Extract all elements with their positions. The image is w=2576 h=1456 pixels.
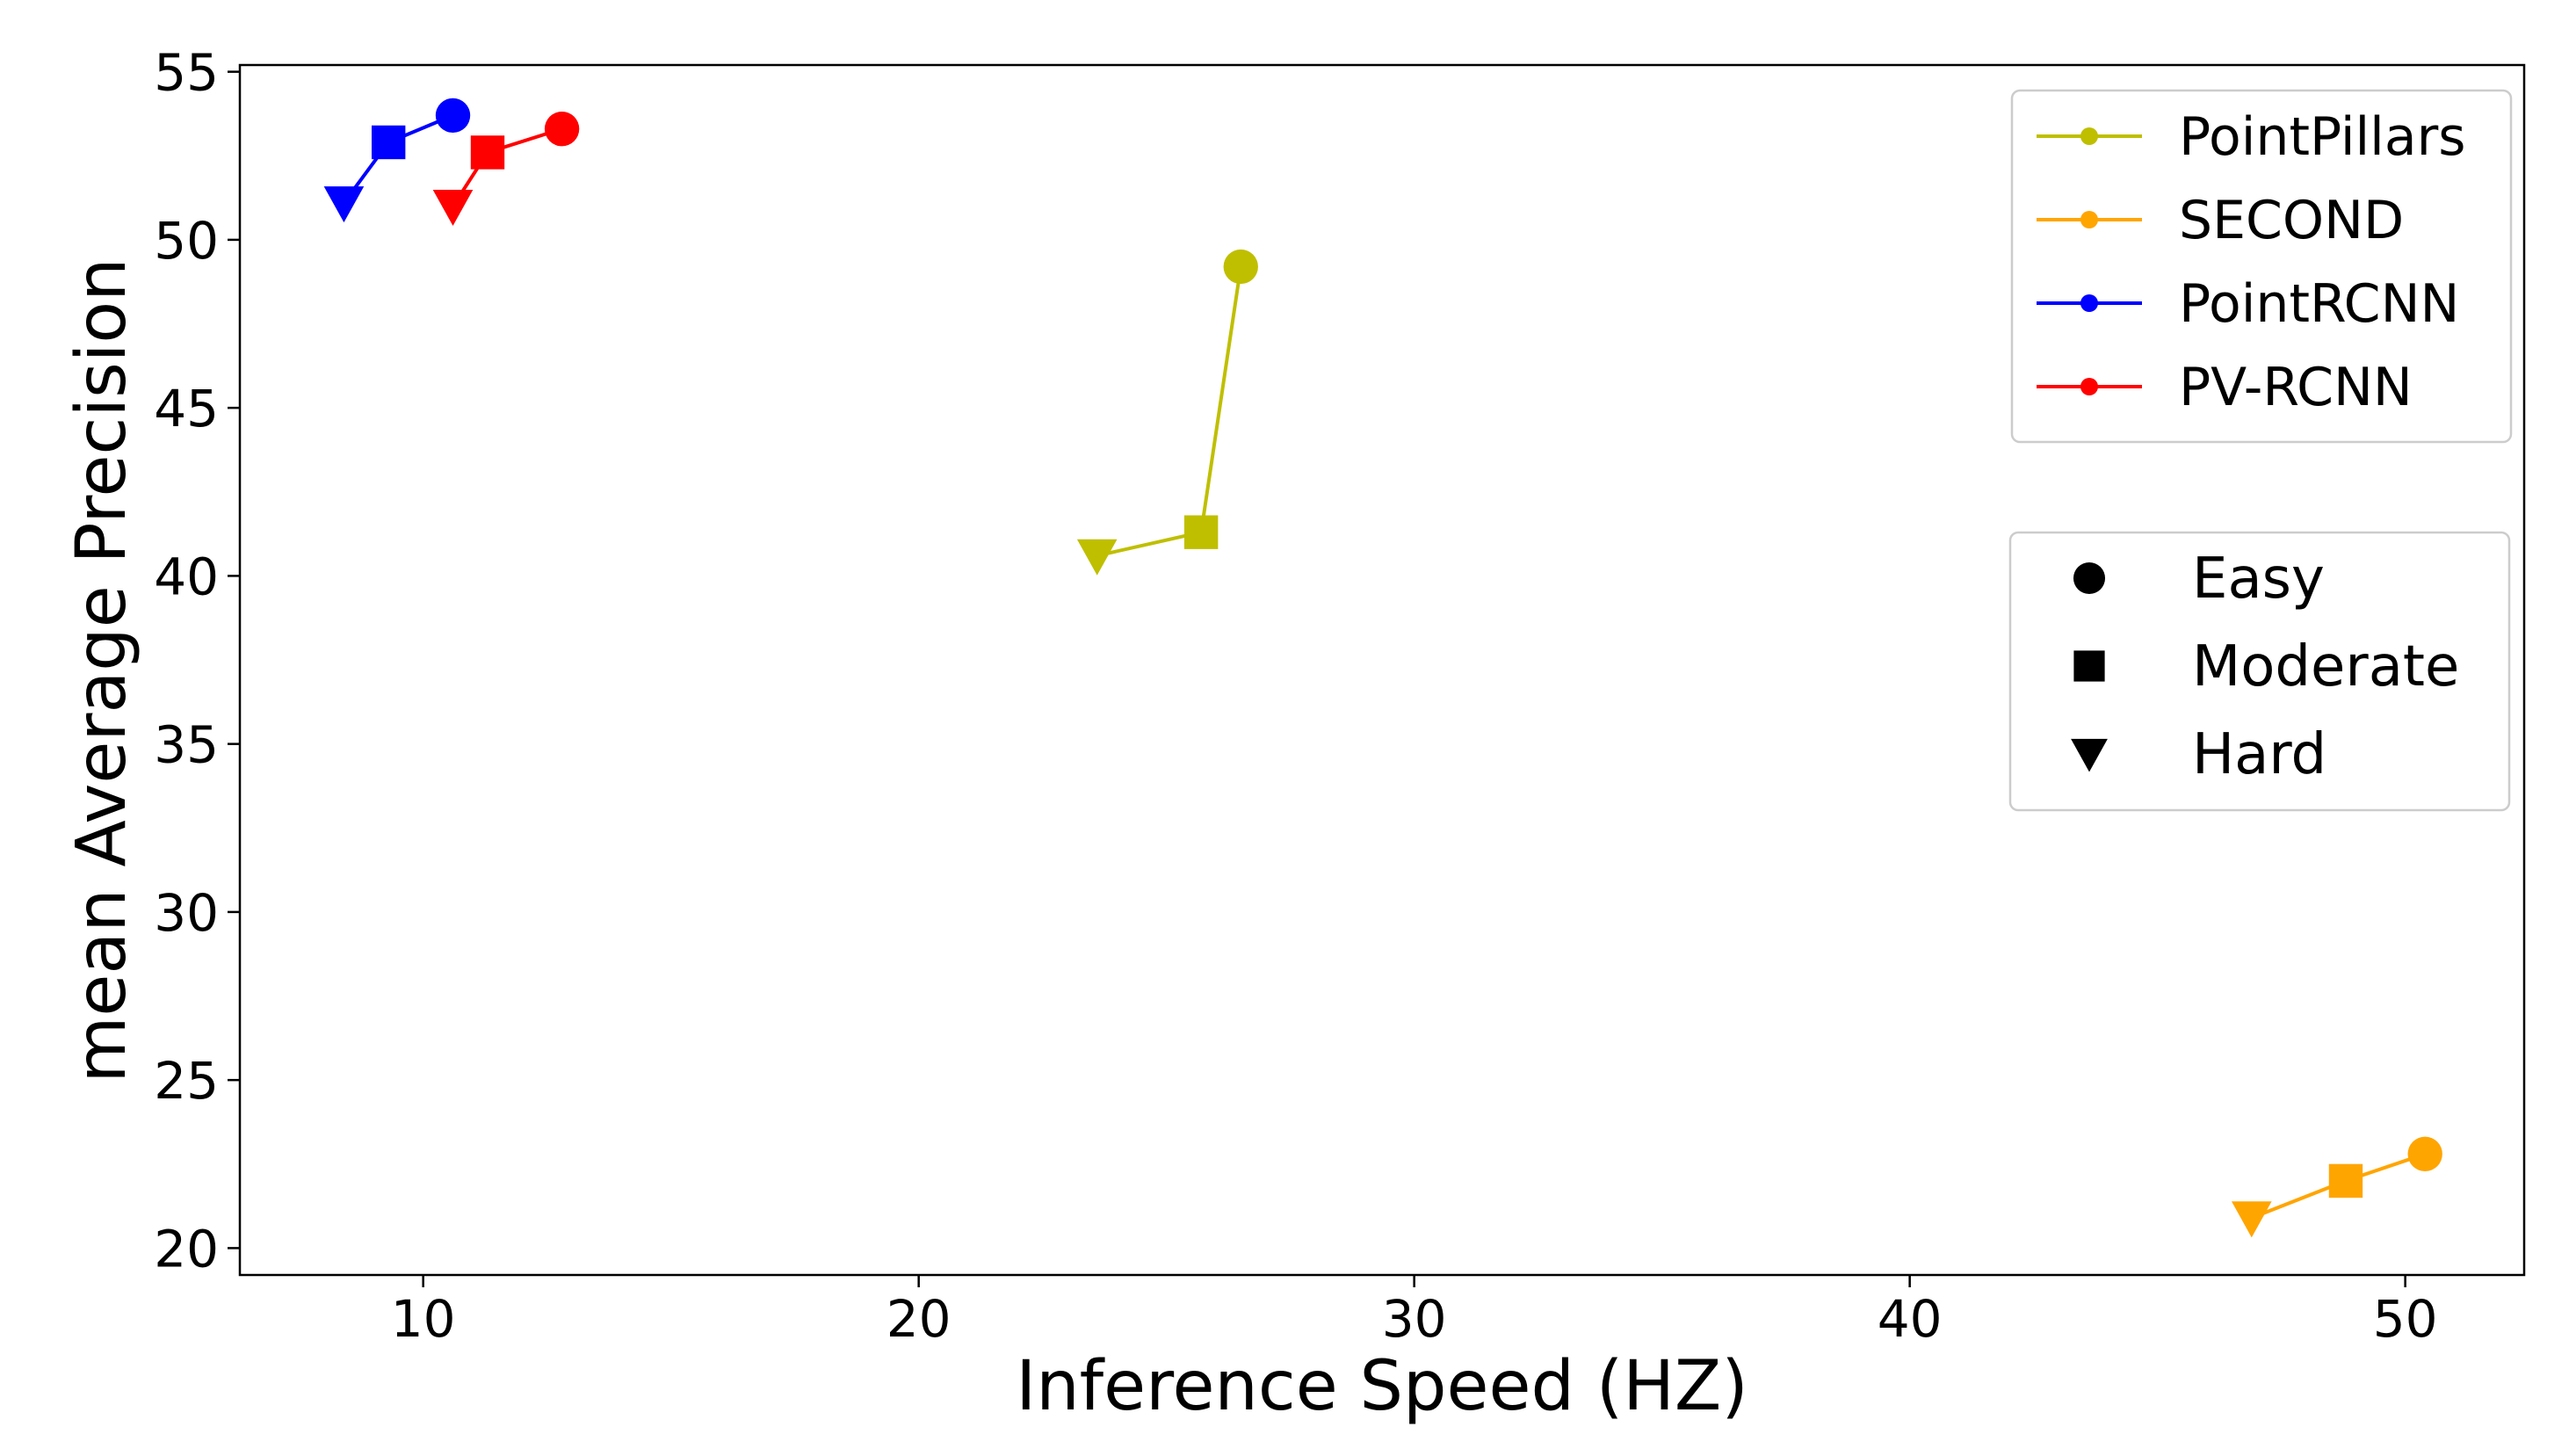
series-legend-frame — [2010, 89, 2513, 444]
data-point-moderate — [1183, 515, 1219, 549]
data-point-easy — [435, 98, 471, 134]
legend-item-pv-rcnn: PV-RCNN — [2037, 357, 2413, 418]
data-point-easy — [544, 111, 580, 147]
legend-label: Moderate — [2192, 634, 2459, 699]
series-pointpillars — [1076, 249, 1258, 576]
y-tick-label: 55 — [154, 43, 219, 103]
y-tick-label: 45 — [154, 379, 219, 438]
x-tick-label: 10 — [391, 1289, 456, 1349]
plot-marks — [323, 98, 2442, 1238]
data-point-easy — [2407, 1136, 2442, 1171]
legend-item-easy: Easy — [2073, 547, 2325, 612]
data-point-easy — [1223, 249, 1258, 285]
series-legend: PointPillars SECOND PointRCNN PV-RCNN — [2010, 89, 2513, 444]
legend-label: PV-RCNN — [2179, 357, 2413, 418]
x-tick-label: 30 — [1382, 1289, 1447, 1349]
x-axis-label: Inference Speed (HZ) — [1016, 1347, 1748, 1426]
legend-marker-hard — [2071, 738, 2108, 772]
data-point-hard — [432, 189, 474, 226]
y-tick-label: 20 — [154, 1219, 219, 1279]
data-point-moderate — [470, 135, 505, 170]
legend-item-pointpillars: PointPillars — [2037, 106, 2466, 168]
legend-label: SECOND — [2179, 190, 2404, 251]
y-tick-label: 35 — [154, 715, 219, 775]
legend-dot-swatch — [2080, 211, 2098, 228]
plot-frame — [238, 63, 2526, 1277]
data-point-hard — [1076, 539, 1118, 576]
y-tick-label: 30 — [154, 883, 219, 943]
legend-label: PointRCNN — [2179, 273, 2459, 335]
legend-label: Hard — [2192, 722, 2326, 787]
x-tick-label: 20 — [886, 1289, 952, 1349]
legend-item-pointrcnn: PointRCNN — [2037, 273, 2459, 335]
y-axis-label: mean Average Precision — [62, 257, 141, 1083]
legend-label: Easy — [2192, 547, 2325, 612]
legend-item-hard: Hard — [2071, 722, 2326, 787]
legend-dot-swatch — [2080, 378, 2098, 395]
y-tick-label: 25 — [154, 1051, 219, 1111]
data-point-hard — [323, 186, 365, 223]
difficulty-legend-frame — [2008, 531, 2511, 812]
legend-item-second: SECOND — [2037, 190, 2404, 251]
data-point-hard — [2232, 1201, 2272, 1238]
data-point-moderate — [2328, 1163, 2363, 1199]
legend-marker-moderate — [2073, 650, 2105, 682]
series-pointrcnn — [323, 98, 471, 223]
difficulty-legend: Easy Moderate Hard — [2008, 531, 2511, 812]
legend-dot-swatch — [2080, 294, 2098, 312]
data-point-moderate — [371, 125, 406, 160]
series-pv-rcnn — [432, 111, 580, 226]
x-tick-label: 50 — [2373, 1289, 2438, 1349]
y-tick-label: 40 — [154, 547, 219, 606]
y-tick-label: 50 — [154, 211, 219, 271]
legend-marker-easy — [2073, 561, 2106, 595]
legend-dot-swatch — [2080, 127, 2098, 145]
series-second — [2232, 1136, 2442, 1238]
legend-label: PointPillars — [2179, 106, 2466, 168]
legend-item-moderate: Moderate — [2073, 634, 2459, 699]
x-tick-label: 40 — [1878, 1289, 1943, 1349]
axis-ticks: 10 20 30 40 50 20 25 30 35 40 45 50 55 — [154, 43, 2437, 1349]
